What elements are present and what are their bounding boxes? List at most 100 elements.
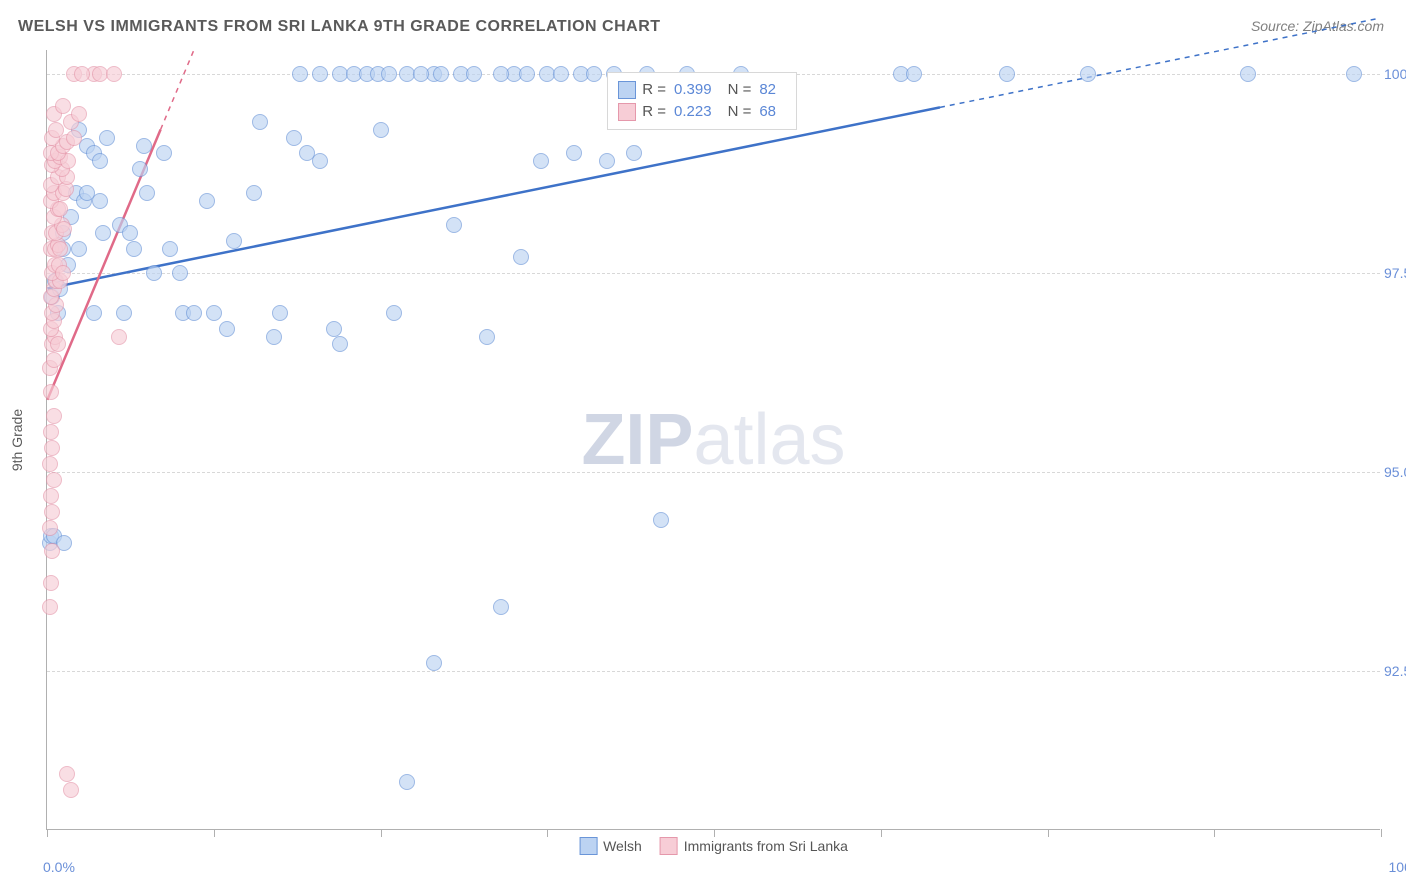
legend-r-value: 0.223 (674, 103, 712, 120)
scatter-point (136, 138, 152, 154)
x-tick (381, 829, 382, 837)
legend-r-label: R = (642, 81, 666, 98)
scatter-point (48, 122, 64, 138)
scatter-point (513, 249, 529, 265)
scatter-point (566, 145, 582, 161)
scatter-point (312, 66, 328, 82)
legend-swatch (618, 81, 636, 99)
y-tick-label: 100.0% (1384, 66, 1406, 82)
scatter-point (46, 352, 62, 368)
scatter-point (43, 575, 59, 591)
legend-swatch (660, 837, 678, 855)
y-axis-title: 9th Grade (9, 408, 25, 470)
scatter-point (292, 66, 308, 82)
x-tick (881, 829, 882, 837)
x-tick (1214, 829, 1215, 837)
scatter-point (399, 774, 415, 790)
scatter-point (272, 305, 288, 321)
scatter-point (312, 153, 328, 169)
source-attribution: Source: ZipAtlas.com (1251, 18, 1384, 34)
scatter-point (122, 225, 138, 241)
scatter-point (46, 472, 62, 488)
scatter-point (999, 66, 1015, 82)
legend-r-value: 0.399 (674, 81, 712, 98)
y-tick-label: 97.5% (1384, 265, 1406, 281)
scatter-point (44, 543, 60, 559)
scatter-point (86, 305, 102, 321)
x-tick (214, 829, 215, 837)
scatter-point (44, 440, 60, 456)
scatter-point (95, 225, 111, 241)
scatter-point (493, 66, 509, 82)
scatter-point (74, 66, 90, 82)
scatter-point (219, 321, 235, 337)
scatter-point (111, 329, 127, 345)
x-axis-min-label: 0.0% (43, 859, 75, 875)
scatter-point (199, 193, 215, 209)
scatter-point (92, 193, 108, 209)
scatter-point (586, 66, 602, 82)
x-tick (547, 829, 548, 837)
scatter-point (381, 66, 397, 82)
scatter-point (71, 106, 87, 122)
scatter-point (126, 241, 142, 257)
legend-swatch (618, 103, 636, 121)
scatter-point (599, 153, 615, 169)
x-tick (47, 829, 48, 837)
legend-n-value: 68 (759, 103, 776, 120)
legend-item: Welsh (579, 837, 642, 855)
scatter-point (246, 185, 262, 201)
x-tick (1048, 829, 1049, 837)
scatter-point (653, 512, 669, 528)
scatter-point (186, 305, 202, 321)
scatter-point (43, 384, 59, 400)
scatter-point (42, 520, 58, 536)
scatter-point (172, 265, 188, 281)
svg-layer (47, 50, 1380, 829)
scatter-point (156, 145, 172, 161)
scatter-point (66, 130, 82, 146)
scatter-point (286, 130, 302, 146)
y-tick-label: 95.0% (1384, 464, 1406, 480)
scatter-point (99, 130, 115, 146)
scatter-point (132, 161, 148, 177)
scatter-point (373, 122, 389, 138)
scatter-point (626, 145, 642, 161)
scatter-point (266, 329, 282, 345)
scatter-point (92, 153, 108, 169)
legend-item: Immigrants from Sri Lanka (660, 837, 848, 855)
scatter-point (433, 66, 449, 82)
scatter-point (493, 599, 509, 615)
scatter-point (106, 66, 122, 82)
legend-n-value: 82 (759, 81, 776, 98)
scatter-point (50, 336, 66, 352)
trendline (47, 107, 940, 288)
scatter-point (1240, 66, 1256, 82)
scatter-point (206, 305, 222, 321)
scatter-point (59, 766, 75, 782)
chart-title: WELSH VS IMMIGRANTS FROM SRI LANKA 9TH G… (18, 18, 661, 36)
y-tick-label: 92.5% (1384, 663, 1406, 679)
scatter-point (446, 217, 462, 233)
x-tick (714, 829, 715, 837)
legend-label: Welsh (603, 838, 642, 854)
trendline-extrapolation (161, 50, 194, 129)
scatter-point (146, 265, 162, 281)
scatter-point (52, 201, 68, 217)
scatter-point (479, 329, 495, 345)
scatter-point (55, 98, 71, 114)
scatter-point (139, 185, 155, 201)
scatter-point (413, 66, 429, 82)
scatter-point (326, 321, 342, 337)
scatter-point (332, 336, 348, 352)
plot-area: ZIPatlas 9th Grade 0.0% 100.0% R =0.399N… (46, 50, 1380, 830)
scatter-point (42, 599, 58, 615)
scatter-point (56, 221, 72, 237)
x-axis-max-label: 100.0% (1389, 859, 1406, 875)
scatter-point (906, 66, 922, 82)
scatter-point (426, 655, 442, 671)
scatter-point (55, 265, 71, 281)
trendline-extrapolation (940, 18, 1380, 107)
scatter-point (252, 114, 268, 130)
scatter-point (71, 241, 87, 257)
